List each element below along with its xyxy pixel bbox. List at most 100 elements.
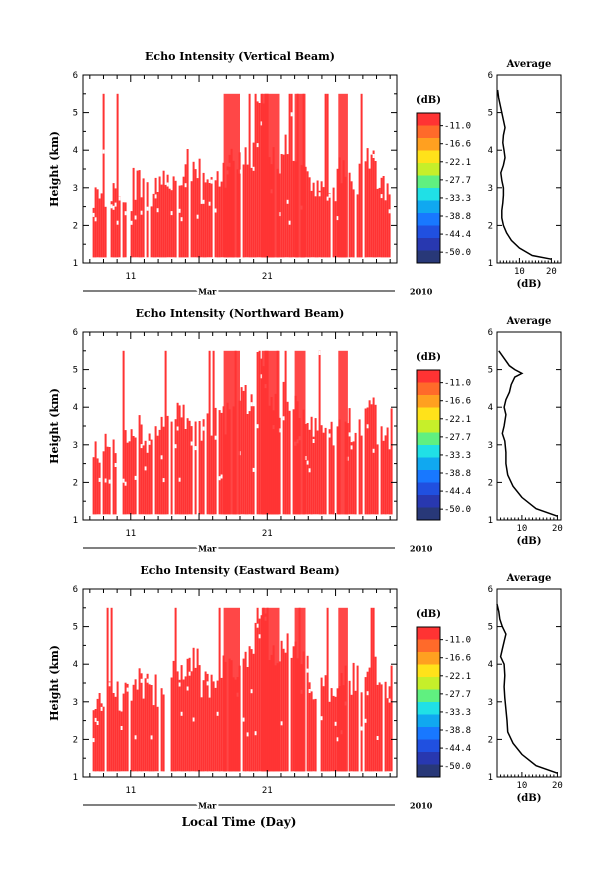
- echo-column: [244, 385, 247, 515]
- colorbar-swatch: [417, 470, 440, 483]
- colorbar-swatch: [417, 188, 440, 201]
- colorbar-tick-label: -50.0: [444, 762, 471, 772]
- echo-column: [198, 158, 201, 258]
- echo-column: [100, 193, 103, 258]
- echo-column: [96, 189, 99, 258]
- echo-gap: [336, 216, 339, 221]
- echo-column: [220, 181, 223, 258]
- echo-column: [286, 154, 289, 258]
- echo-column: [350, 442, 353, 515]
- echo-column: [368, 168, 371, 258]
- echo-gap: [98, 477, 101, 482]
- echo-column: [196, 648, 199, 772]
- colorbar-swatch: [417, 752, 440, 765]
- echo-burst: [294, 93, 306, 258]
- colorbar-swatch: [417, 175, 440, 189]
- echo-column: [282, 648, 285, 772]
- echo-gap: [102, 149, 105, 154]
- echo-column: [208, 183, 211, 258]
- echo-column: [364, 677, 367, 772]
- echo-column: [110, 201, 113, 258]
- echo-gap: [140, 210, 143, 215]
- echo-column: [210, 435, 213, 515]
- echo-column: [380, 177, 383, 258]
- colorbar-swatch: [417, 382, 440, 396]
- echo-column: [112, 439, 115, 515]
- echo-column: [384, 200, 387, 258]
- echo-column: [166, 415, 169, 515]
- echo-column: [330, 688, 333, 772]
- echo-column: [370, 154, 373, 258]
- echo-burst: [223, 93, 240, 258]
- echo-column: [124, 202, 127, 258]
- colorbar-swatch: [417, 739, 440, 753]
- colorbar-swatch: [417, 407, 440, 421]
- average-x-tick-label: 10: [514, 267, 525, 277]
- echo-gap: [178, 208, 181, 213]
- echo-column: [348, 408, 351, 515]
- average-profile: Average 1 2 3 4 5 6 10 20 (dB): [488, 316, 563, 547]
- echo-column: [192, 647, 195, 772]
- colorbar-frame: [416, 112, 441, 264]
- colorbar-tick-label: -11.0: [444, 379, 471, 389]
- echo-gap: [278, 428, 281, 433]
- colorbar-tick-label: -27.7: [444, 690, 471, 700]
- echo-gap: [380, 194, 383, 199]
- year-label: 2010: [410, 544, 433, 554]
- echo-column: [102, 451, 105, 515]
- echo-column: [174, 607, 177, 772]
- echo-column: [246, 164, 249, 258]
- x-tick-label: 11: [125, 529, 136, 539]
- echo-column: [374, 656, 377, 772]
- echo-column: [336, 426, 339, 515]
- echo-column: [330, 421, 333, 515]
- echo-gap: [192, 717, 195, 722]
- average-title: Average: [506, 59, 552, 70]
- colorbar-tick-label: -44.4: [444, 230, 471, 240]
- echo-column: [158, 176, 161, 258]
- echo-column: [286, 633, 289, 772]
- echo-gap: [246, 732, 249, 737]
- echo-column: [126, 683, 129, 772]
- echo-gap: [140, 444, 143, 449]
- echo-column: [260, 615, 263, 772]
- month-label: Mar: [198, 287, 217, 297]
- average-line: [496, 603, 558, 774]
- echo-column: [282, 381, 285, 515]
- average-y-tick-label: 4: [488, 403, 493, 413]
- echo-column: [164, 350, 167, 515]
- echo-column: [124, 682, 127, 772]
- echo-column: [182, 679, 185, 772]
- echo-column: [174, 180, 177, 258]
- echo-gap: [320, 716, 323, 721]
- average-x-tick-label: 10: [516, 524, 527, 534]
- echo-column: [154, 177, 157, 258]
- echo-column: [244, 147, 247, 258]
- echo-column: [322, 187, 325, 258]
- echo-gap: [388, 209, 391, 214]
- average-y-tick-label: 3: [488, 441, 493, 451]
- echo-gap: [242, 717, 245, 722]
- echo-column: [366, 671, 369, 772]
- echo-field: [92, 350, 393, 515]
- echo-column: [188, 657, 191, 772]
- echo-column: [376, 444, 379, 515]
- echo-column: [218, 607, 221, 772]
- colorbar-unit: (dB): [416, 352, 441, 363]
- echo-column: [220, 412, 223, 515]
- colorbar-swatch: [417, 727, 440, 740]
- echo-column: [96, 698, 99, 772]
- echo-column: [310, 691, 313, 772]
- colorbar-swatch: [417, 150, 440, 164]
- echo-column: [128, 441, 131, 515]
- colorbar-unit: (dB): [416, 95, 441, 106]
- echo-column: [162, 170, 165, 258]
- echo-column: [290, 93, 293, 258]
- echo-column: [252, 142, 255, 258]
- echo-column: [172, 660, 175, 772]
- echo-column: [332, 445, 335, 515]
- echo-column: [122, 693, 125, 772]
- echo-column: [150, 685, 153, 772]
- colorbar-tick-label: -16.6: [444, 140, 471, 150]
- echo-column: [308, 177, 311, 258]
